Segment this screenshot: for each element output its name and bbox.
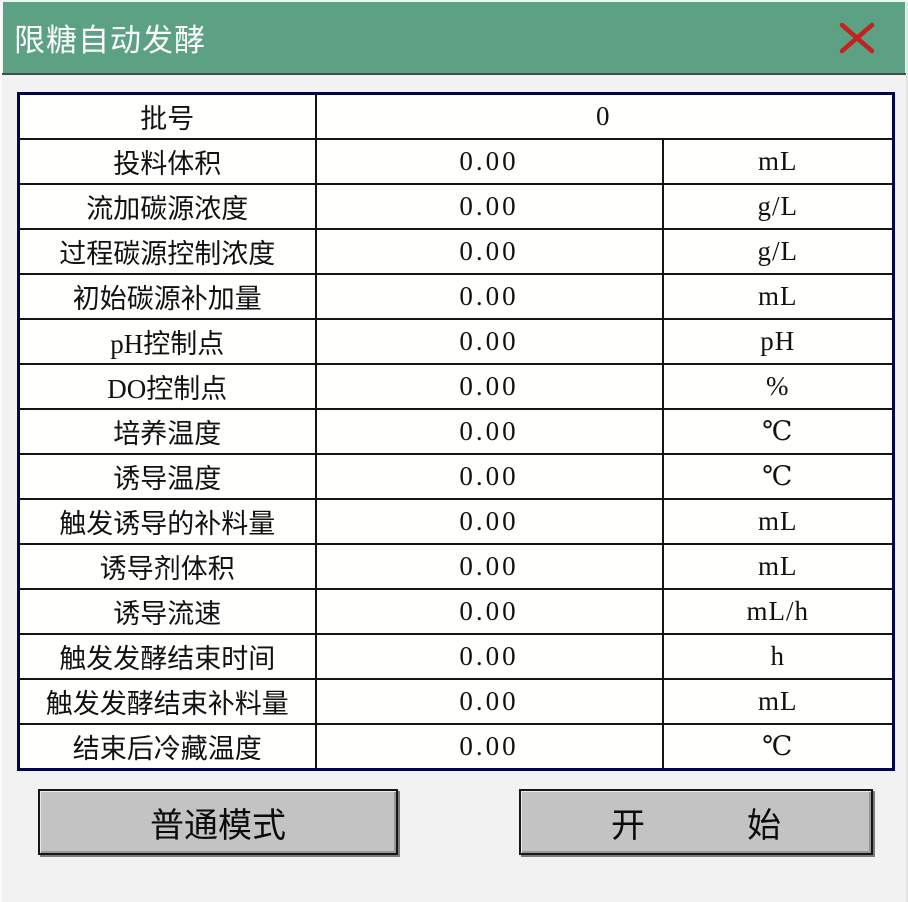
param-value[interactable]: 0.00 <box>314 318 664 365</box>
param-unit: % <box>661 363 895 410</box>
param-value[interactable]: 0 <box>314 92 895 140</box>
param-value[interactable]: 0.00 <box>314 138 664 185</box>
table-row-inducer-volume: 诱导剂体积 0.00 mL <box>17 543 895 590</box>
param-unit: mL/h <box>661 588 895 635</box>
param-unit: g/L <box>661 228 895 275</box>
param-unit: h <box>661 633 895 680</box>
param-value[interactable]: 0.00 <box>314 408 664 455</box>
param-label: 触发发酵结束时间 <box>17 633 317 680</box>
table-row-batch-number: 批号 0 <box>17 92 895 140</box>
close-icon[interactable] <box>833 14 881 62</box>
param-label: 诱导温度 <box>17 453 317 500</box>
param-unit: ℃ <box>661 453 895 500</box>
table-row-induction-temperature: 诱导温度 0.00 ℃ <box>17 453 895 500</box>
param-label: 诱导剂体积 <box>17 543 317 590</box>
param-label: 初始碳源补加量 <box>17 273 317 320</box>
param-value[interactable]: 0.00 <box>314 543 664 590</box>
param-unit: mL <box>661 273 895 320</box>
param-value[interactable]: 0.00 <box>314 588 664 635</box>
table-row-fermentation-end-trigger-time: 触发发酵结束时间 0.00 h <box>17 633 895 680</box>
table-row-induction-trigger-feed-amount: 触发诱导的补料量 0.00 mL <box>17 498 895 545</box>
param-unit: pH <box>661 318 895 365</box>
param-unit: ℃ <box>661 723 895 771</box>
param-label: 触发发酵结束补料量 <box>17 678 317 725</box>
table-row-fed-carbon-concentration: 流加碳源浓度 0.00 g/L <box>17 183 895 230</box>
param-unit: mL <box>661 498 895 545</box>
table-row-induction-flow-rate: 诱导流速 0.00 mL/h <box>17 588 895 635</box>
titlebar-divider <box>2 73 906 75</box>
table-row-process-carbon-control-concentration: 过程碳源控制浓度 0.00 g/L <box>17 228 895 275</box>
table-row-fermentation-end-trigger-feed-amount: 触发发酵结束补料量 0.00 mL <box>17 678 895 725</box>
param-value[interactable]: 0.00 <box>314 678 664 725</box>
param-label: 流加碳源浓度 <box>17 183 317 230</box>
param-label: DO控制点 <box>17 363 317 410</box>
param-label: 过程碳源控制浓度 <box>17 228 317 275</box>
table-row-initial-carbon-addition: 初始碳源补加量 0.00 mL <box>17 273 895 320</box>
parameter-table: 批号 0 投料体积 0.00 mL 流加碳源浓度 0.00 g/L 过程碳源控制… <box>17 92 895 771</box>
window-title: 限糖自动发酵 <box>14 23 206 58</box>
table-row-feed-volume: 投料体积 0.00 mL <box>17 138 895 185</box>
param-unit: mL <box>661 138 895 185</box>
param-value[interactable]: 0.00 <box>314 723 664 771</box>
param-label: 诱导流速 <box>17 588 317 635</box>
titlebar: 限糖自动发酵 <box>3 2 905 73</box>
button-row: 普通模式 开 始 <box>2 789 906 855</box>
table-row-culture-temperature: 培养温度 0.00 ℃ <box>17 408 895 455</box>
param-label: 培养温度 <box>17 408 317 455</box>
param-value[interactable]: 0.00 <box>314 183 664 230</box>
param-value[interactable]: 0.00 <box>314 363 664 410</box>
normal-mode-button[interactable]: 普通模式 <box>38 789 398 855</box>
param-label: 结束后冷藏温度 <box>17 723 317 771</box>
param-value[interactable]: 0.00 <box>314 453 664 500</box>
param-value[interactable]: 0.00 <box>314 273 664 320</box>
param-unit: mL <box>661 678 895 725</box>
param-value[interactable]: 0.00 <box>314 633 664 680</box>
param-label: pH控制点 <box>17 318 317 365</box>
table-row-ph-setpoint: pH控制点 0.00 pH <box>17 318 895 365</box>
param-label: 投料体积 <box>17 138 317 185</box>
param-unit: mL <box>661 543 895 590</box>
close-x-glyph <box>839 22 875 53</box>
param-unit: ℃ <box>661 408 895 455</box>
param-label: 批号 <box>17 92 317 140</box>
start-button[interactable]: 开 始 <box>519 789 873 855</box>
table-row-do-setpoint: DO控制点 0.00 % <box>17 363 895 410</box>
param-label: 触发诱导的补料量 <box>17 498 317 545</box>
param-value[interactable]: 0.00 <box>314 498 664 545</box>
table-row-post-end-refrigeration-temperature: 结束后冷藏温度 0.00 ℃ <box>17 723 895 771</box>
param-unit: g/L <box>661 183 895 230</box>
param-value[interactable]: 0.00 <box>314 228 664 275</box>
